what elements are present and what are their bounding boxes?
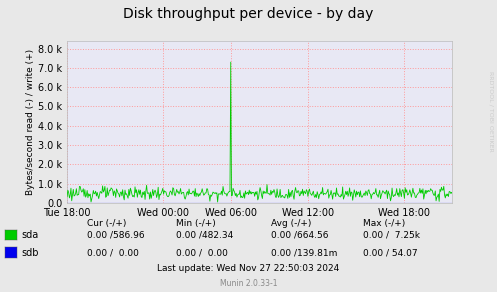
Text: Max (-/+): Max (-/+) — [363, 219, 405, 228]
Text: 0.00 /  7.25k: 0.00 / 7.25k — [363, 231, 420, 239]
Text: Disk throughput per device - by day: Disk throughput per device - by day — [123, 7, 374, 21]
Text: 0.00 / 54.07: 0.00 / 54.07 — [363, 248, 417, 257]
Text: Avg (-/+): Avg (-/+) — [271, 219, 311, 228]
Text: 0.00 /  0.00: 0.00 / 0.00 — [176, 248, 228, 257]
Text: Min (-/+): Min (-/+) — [176, 219, 216, 228]
Text: 0.00 /  0.00: 0.00 / 0.00 — [87, 248, 139, 257]
Text: Munin 2.0.33-1: Munin 2.0.33-1 — [220, 279, 277, 288]
Text: 0.00 /139.81m: 0.00 /139.81m — [271, 248, 337, 257]
Y-axis label: Bytes/second read (-) / write (+): Bytes/second read (-) / write (+) — [26, 49, 35, 195]
Text: sdb: sdb — [22, 248, 39, 258]
Text: 0.00 /586.96: 0.00 /586.96 — [87, 231, 145, 239]
Text: 0.00 /482.34: 0.00 /482.34 — [176, 231, 234, 239]
Text: Cur (-/+): Cur (-/+) — [87, 219, 126, 228]
Text: Last update: Wed Nov 27 22:50:03 2024: Last update: Wed Nov 27 22:50:03 2024 — [158, 264, 339, 273]
Text: RRDTOOL / TOBI OETIKER: RRDTOOL / TOBI OETIKER — [488, 71, 493, 151]
Text: 0.00 /664.56: 0.00 /664.56 — [271, 231, 329, 239]
Text: sda: sda — [22, 230, 39, 240]
